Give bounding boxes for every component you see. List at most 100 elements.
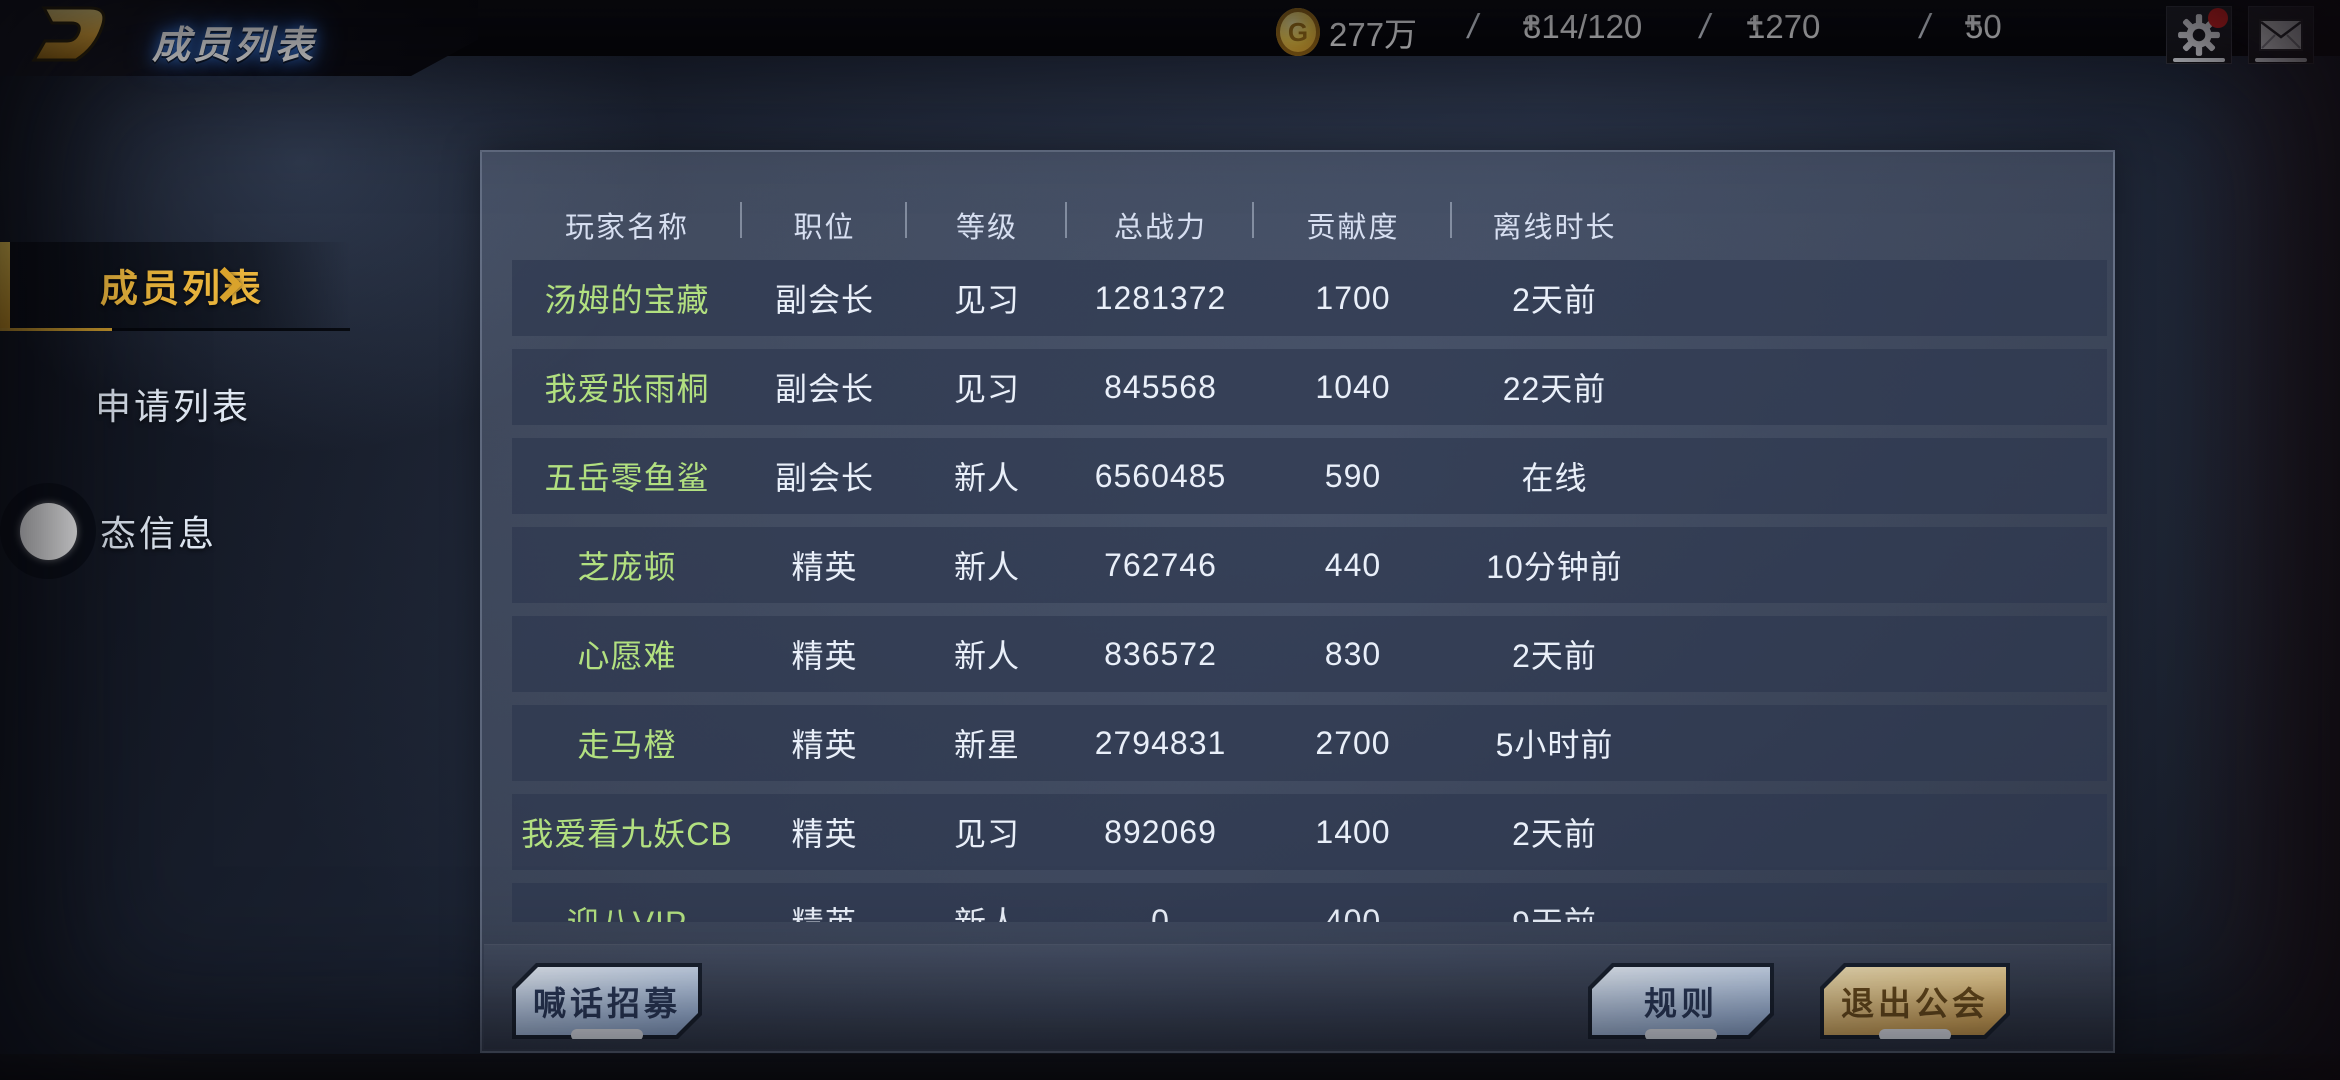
- currency-separator: /: [1700, 8, 1710, 46]
- player-role: 精英: [791, 638, 858, 674]
- player-power: 0: [1151, 902, 1170, 923]
- player-role: 副会长: [774, 460, 874, 496]
- currency-gem: + 50: [1956, 8, 2002, 46]
- player-role: 精英: [791, 727, 858, 763]
- player-power: 892069: [1104, 813, 1217, 850]
- button-notch: [1645, 1029, 1717, 1041]
- player-name: 五岳零鱼鲨: [544, 460, 710, 496]
- floating-ball[interactable]: [20, 503, 77, 560]
- header-offline-time: 离线时长: [1492, 212, 1617, 244]
- player-contribution: 400: [1324, 902, 1382, 923]
- sidebar-item-member-list[interactable]: 成员列表: [0, 242, 350, 331]
- player-offline-time: 2天前: [1512, 638, 1597, 674]
- table-row[interactable]: 心愿难 精英 新人 836572 830 2天前: [512, 616, 2107, 692]
- player-contribution: 1040: [1315, 368, 1391, 405]
- table-row[interactable]: 芝庞顿 精英 新人 762746 440 10分钟前: [512, 527, 2107, 603]
- settings-button[interactable]: [2166, 6, 2232, 64]
- guild-logo-icon: [14, 2, 110, 70]
- member-list[interactable]: 汤姆的宝藏 副会长 见习 1281372 1700 2天前 我爱张雨桐 副会长 …: [512, 260, 2107, 922]
- table-row[interactable]: 五岳零鱼鲨 副会长 新人 6560485 590 在线: [512, 438, 2107, 514]
- player-offline-time: 2天前: [1512, 282, 1597, 318]
- page-title: 成员列表: [152, 25, 317, 67]
- player-power: 1281372: [1094, 279, 1227, 316]
- bottom-strip: [0, 1054, 2340, 1080]
- player-power: 836572: [1104, 635, 1217, 672]
- currency-gold: 277万: [1276, 8, 1417, 56]
- player-grade: 见习: [953, 371, 1020, 407]
- table-header: 玩家名称 职位 等级 总战力 贡献度 离线时长: [512, 198, 2107, 252]
- player-power: 2794831: [1094, 724, 1227, 761]
- player-name: 迎八VIP: [512, 898, 742, 922]
- player-offline-time: 2天前: [1512, 816, 1597, 852]
- currency-gem-value: 50: [1965, 8, 2002, 45]
- rules-label: 规则: [1644, 985, 1718, 1022]
- currency-separator: /: [1920, 8, 1930, 46]
- mail-button[interactable]: [2248, 6, 2314, 64]
- player-name: 我爱张雨桐: [544, 371, 710, 407]
- quit-guild-label: 退出公会: [1841, 985, 1989, 1022]
- gold-coin-icon: [1276, 8, 1320, 56]
- player-name: 芝庞顿: [577, 549, 677, 585]
- player-role: 精英: [791, 549, 858, 585]
- player-power: 6560485: [1094, 457, 1227, 494]
- player-name: 走马橙: [577, 727, 677, 763]
- table-row[interactable]: 我爱张雨桐 副会长 见习 845568 1040 22天前: [512, 349, 2107, 425]
- add-gem-button[interactable]: +: [1964, 7, 1982, 40]
- header-power: 总战力: [1067, 202, 1254, 246]
- player-role: 副会长: [774, 371, 874, 407]
- player-offline-time: 在线: [1521, 460, 1588, 496]
- player-offline-time: 10分钟前: [1486, 549, 1623, 585]
- add-diamond-button[interactable]: +: [1746, 7, 1764, 40]
- player-offline-time: 9天前: [1452, 898, 1657, 922]
- sidebar-item-label: 成员列表: [100, 268, 265, 311]
- currency-separator: /: [1468, 8, 1478, 46]
- table-row[interactable]: 汤姆的宝藏 副会长 见习 1281372 1700 2天前: [512, 260, 2107, 336]
- currency-energy-value: 814/120: [1523, 8, 1643, 45]
- player-name: 汤姆的宝藏: [544, 282, 710, 318]
- table-row[interactable]: 迎八VIP 精英 新人 0 400 9天前: [512, 883, 2107, 922]
- header-player-name: 玩家名称: [512, 202, 742, 246]
- player-role: 副会长: [774, 282, 874, 318]
- quit-guild-button[interactable]: 退出公会: [1820, 963, 2010, 1039]
- table-row[interactable]: 我爱看九妖CB 精英 见习 892069 1400 2天前: [512, 794, 2107, 870]
- rules-button[interactable]: 规则: [1588, 963, 1774, 1039]
- player-contribution: 830: [1324, 635, 1382, 672]
- player-grade: 新人: [953, 549, 1020, 585]
- player-contribution: 2700: [1315, 724, 1391, 761]
- player-grade: 新人: [907, 898, 1067, 922]
- header-role: 职位: [742, 202, 907, 246]
- sidebar-item-label: 申请列表: [95, 386, 252, 427]
- currency-gold-value: 277万: [1329, 16, 1418, 53]
- sidebar-item-dynamic-info[interactable]: 态信息: [0, 505, 340, 565]
- sidebar-item-label: 态信息: [100, 513, 218, 554]
- player-power: 762746: [1104, 546, 1217, 583]
- player-contribution: 1400: [1315, 813, 1391, 850]
- button-notch: [571, 1029, 643, 1041]
- currency-diamond-value: 1270: [1747, 8, 1821, 45]
- table-row[interactable]: 走马橙 精英 新星 2794831 2700 5小时前: [512, 705, 2107, 781]
- header-contribution: 贡献度: [1254, 202, 1452, 246]
- player-grade: 新人: [953, 638, 1020, 674]
- player-grade: 新星: [953, 727, 1020, 763]
- currency-diamond: + 1270: [1738, 8, 1820, 46]
- player-role: 精英: [791, 816, 858, 852]
- player-contribution: 590: [1324, 457, 1382, 494]
- player-role: 精英: [742, 898, 907, 922]
- player-contribution: 1700: [1315, 279, 1391, 316]
- player-offline-time: 22天前: [1502, 371, 1607, 407]
- player-offline-time: 5小时前: [1495, 727, 1614, 763]
- player-grade: 见习: [953, 282, 1020, 318]
- player-power: 845568: [1104, 368, 1217, 405]
- add-energy-button[interactable]: +: [1522, 7, 1540, 40]
- recruit-shout-button[interactable]: 喊话招募: [512, 963, 702, 1039]
- player-name: 心愿难: [577, 638, 677, 674]
- sidebar-item-apply-list[interactable]: 申请列表: [0, 378, 340, 438]
- player-grade: 见习: [953, 816, 1020, 852]
- button-notch: [1879, 1029, 1951, 1041]
- notification-dot: [2208, 8, 2228, 28]
- gear-icon: [2178, 14, 2220, 56]
- player-name: 我爱看九妖CB: [521, 816, 733, 852]
- header-grade: 等级: [907, 202, 1067, 246]
- player-contribution: 440: [1324, 546, 1382, 583]
